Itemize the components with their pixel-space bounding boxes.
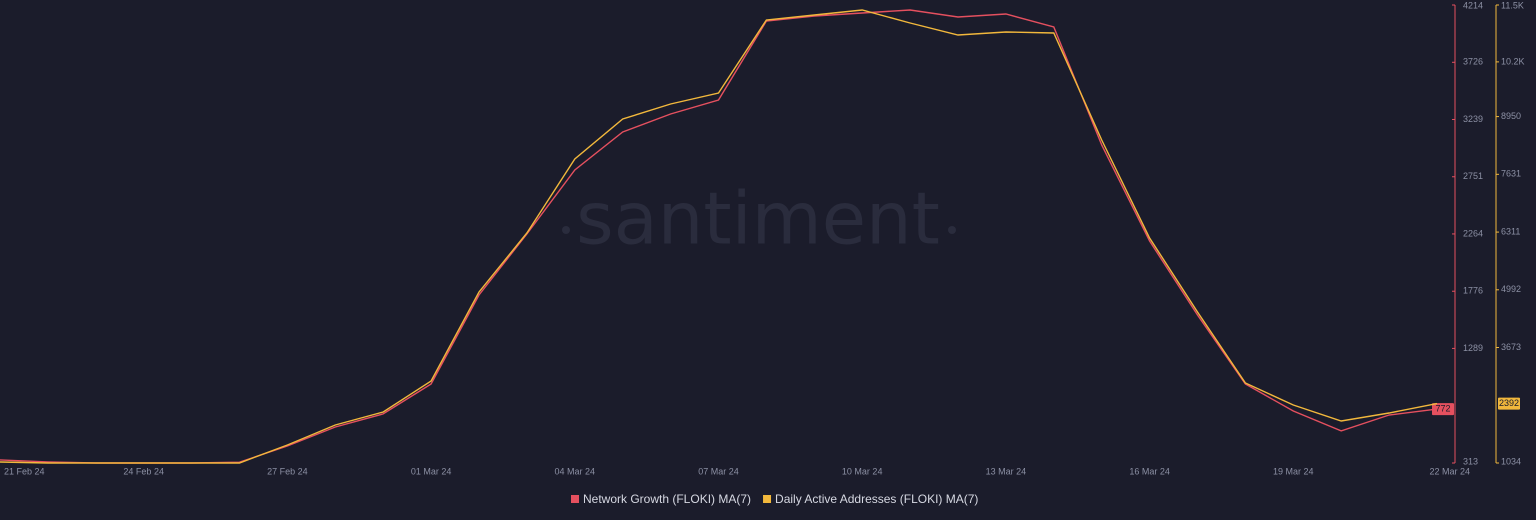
- watermark-dot: [948, 226, 956, 234]
- watermark-text: santiment: [576, 177, 940, 261]
- y2-tick-label: 6311: [1501, 226, 1520, 236]
- y2-tick-label: 3673: [1501, 342, 1521, 352]
- y-tick-label: 2751: [1463, 171, 1483, 181]
- x-tick-label: 07 Mar 24: [698, 466, 739, 476]
- y2-tick-label: 11.5K: [1501, 0, 1524, 10]
- legend-swatch: [571, 495, 579, 503]
- y2-tick-label: 1034: [1501, 456, 1521, 466]
- x-tick-label: 01 Mar 24: [411, 466, 452, 476]
- last-value-badge: [1498, 397, 1520, 410]
- y-tick-label: 2264: [1463, 228, 1483, 238]
- x-tick-label: 19 Mar 24: [1273, 466, 1314, 476]
- watermark-dot: [562, 226, 570, 234]
- x-tick-label: 24 Feb 24: [123, 466, 164, 476]
- watermark: santiment: [562, 177, 956, 261]
- x-tick-label: 04 Mar 24: [555, 466, 596, 476]
- y2-tick-label: 10.2K: [1501, 56, 1525, 66]
- x-tick-label: 16 Mar 24: [1129, 466, 1170, 476]
- x-tick-label: 10 Mar 24: [842, 466, 883, 476]
- y-tick-label: 1289: [1463, 343, 1483, 353]
- y-tick-label: 1776: [1463, 286, 1483, 296]
- x-tick-label: 22 Mar 24: [1429, 466, 1470, 476]
- last-value-label: 2392: [1499, 398, 1519, 408]
- x-tick-label: 27 Feb 24: [267, 466, 308, 476]
- y2-tick-label: 4992: [1501, 284, 1521, 294]
- y2-tick-label: 8950: [1501, 111, 1521, 121]
- legend-label: Daily Active Addresses (FLOKI) MA(7): [775, 492, 978, 506]
- y-tick-label: 313: [1463, 456, 1478, 466]
- y-tick-label: 3726: [1463, 57, 1483, 67]
- series-line: [0, 9, 1438, 464]
- series-line: [0, 9, 1438, 464]
- y-tick-label: 3239: [1463, 114, 1483, 124]
- legend-swatch: [763, 495, 772, 503]
- y2-tick-label: 7631: [1501, 169, 1521, 179]
- y-tick-label: 4214: [1463, 0, 1483, 10]
- x-tick-label: 21 Feb 24: [4, 466, 45, 476]
- legend: Network Growth (FLOKI) MA(7) Daily Active…: [571, 492, 978, 506]
- legend-label: Network Growth (FLOKI) MA(7): [583, 492, 751, 506]
- last-value-label: 772: [1435, 403, 1450, 413]
- x-tick-label: 13 Mar 24: [986, 466, 1027, 476]
- last-value-badge: [1432, 403, 1454, 416]
